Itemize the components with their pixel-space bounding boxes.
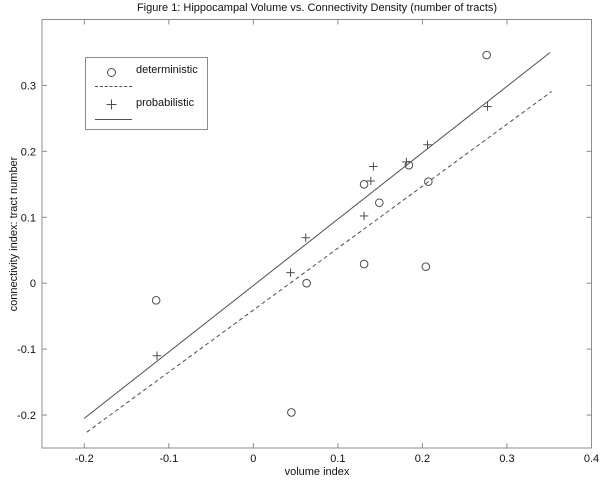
marker-deterministic	[375, 198, 384, 208]
marker-deterministic	[482, 50, 491, 60]
x-axis-label: volume index	[284, 466, 350, 478]
legend-solid-line-sample	[95, 119, 132, 120]
fit-line-deterministic-fit	[86, 90, 553, 433]
marker-deterministic	[151, 296, 161, 305]
y-tick-label: -0.2	[17, 410, 36, 422]
legend-dashed-line-sample	[95, 86, 132, 87]
y-tick-label: 0.1	[21, 212, 36, 224]
axes-box	[41, 19, 592, 449]
marker-deterministic	[404, 160, 414, 170]
marker-deterministic	[302, 278, 311, 288]
legend-circle-marker-icon	[107, 68, 116, 77]
x-tick-label: -0.1	[159, 453, 178, 465]
marker-deterministic	[424, 177, 433, 186]
marker-deterministic	[359, 259, 369, 269]
x-tick-label: 0.4	[584, 453, 599, 465]
legend-plus-marker-icon	[106, 99, 117, 110]
legend-label-probabilistic: probabilistic	[136, 97, 195, 109]
chart-title: Figure 1: Hippocampal Volume vs. Connect…	[136, 2, 498, 14]
x-tick-label: -0.2	[75, 453, 94, 465]
x-tick-label: 0.2	[415, 453, 430, 465]
x-tick-label: 0.1	[330, 453, 345, 465]
x-tick-label: 0.3	[499, 453, 514, 465]
legend-label-deterministic: deterministic	[136, 64, 198, 76]
y-axis-label: connectivity index: tract number	[8, 156, 20, 312]
marker-deterministic	[287, 408, 296, 417]
y-tick-label: 0	[30, 278, 36, 290]
x-tick-label: 0	[250, 453, 256, 465]
marker-deterministic	[359, 180, 369, 189]
legend: deterministic probabilistic	[85, 57, 208, 130]
y-tick-label: -0.1	[17, 344, 36, 356]
y-tick-label: 0.3	[21, 80, 36, 92]
marker-deterministic	[421, 262, 431, 272]
y-tick-label: 0.2	[21, 146, 36, 158]
fit-line-probabilistic-fit	[83, 52, 551, 419]
